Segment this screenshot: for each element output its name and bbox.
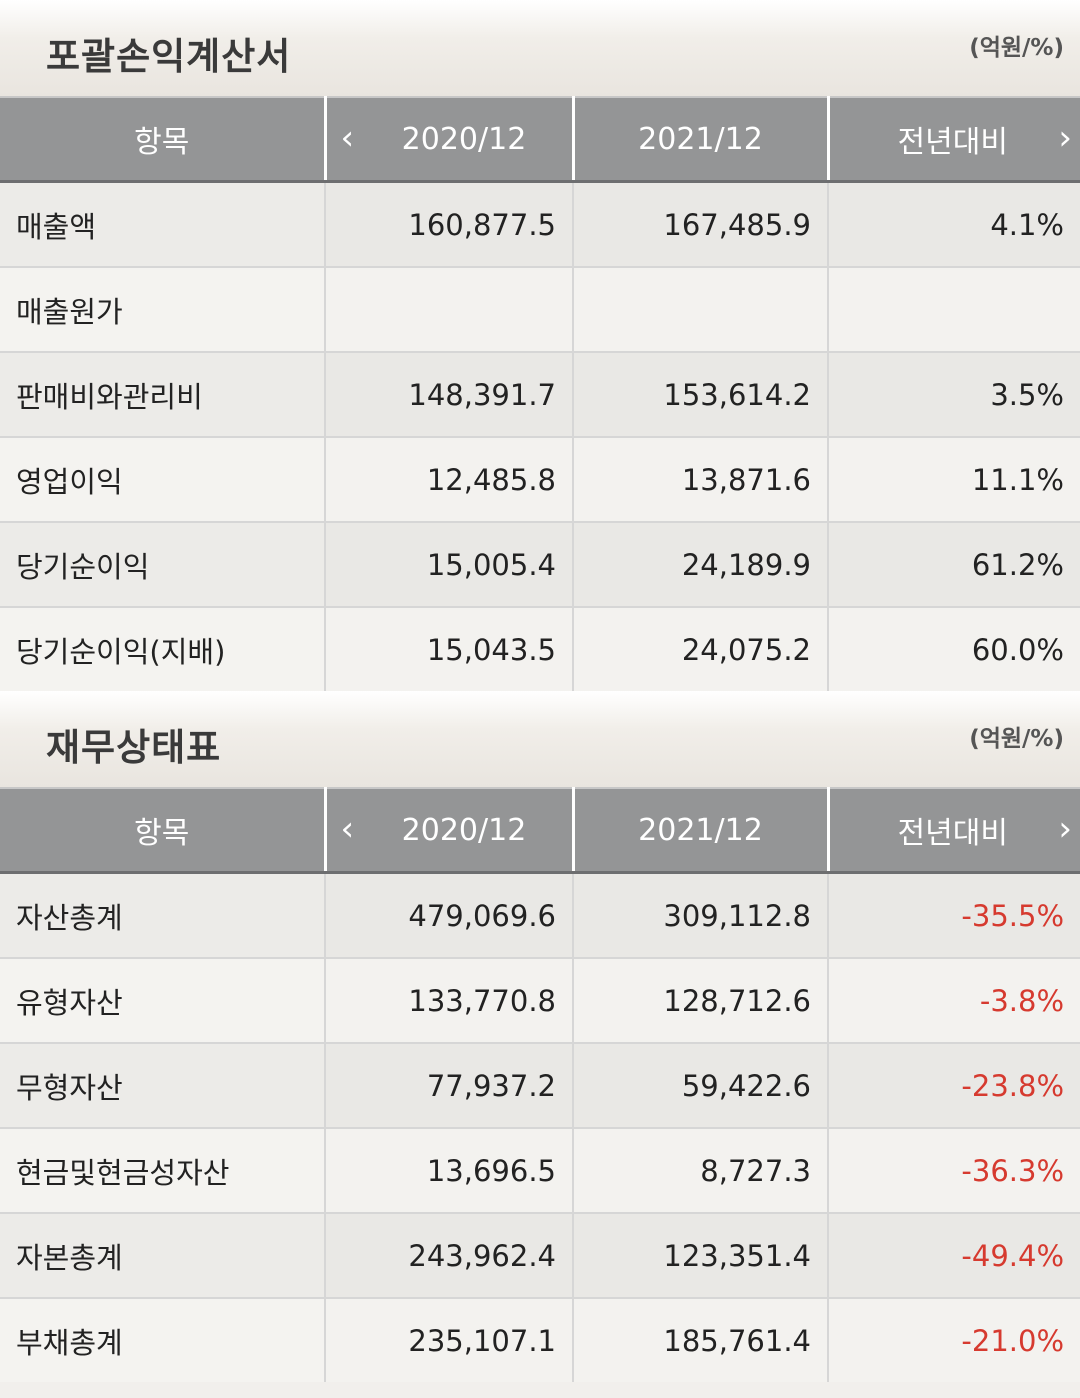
cell-prev-year: 15,005.4 — [324, 521, 573, 607]
cell-yoy-change — [827, 266, 1080, 352]
column-header-prev-year: ‹ 2020/12 — [323, 96, 573, 183]
table-row: 당기순이익 15,005.4 24,189.9 61.2% — [0, 521, 1080, 607]
row-label: 자본총계 — [0, 1212, 325, 1298]
balance-sheet-header: 재무상태표 (억원/%) — [0, 691, 1080, 787]
column-header-item: 항목 — [0, 787, 325, 874]
cell-curr-year: 24,189.9 — [572, 521, 828, 607]
column-header-prev-year: ‹ 2020/12 — [323, 787, 573, 874]
cell-yoy-change: 60.0% — [827, 606, 1080, 691]
table-row: 부채총계 235,107.1 185,761.4 -21.0% — [0, 1297, 1080, 1382]
row-label: 당기순이익(지배) — [0, 606, 325, 691]
table-row: 판매비와관리비 148,391.7 153,614.2 3.5% — [0, 351, 1080, 437]
cell-curr-year: 13,871.6 — [572, 436, 828, 522]
table-row: 매출액 160,877.5 167,485.9 4.1% — [0, 180, 1080, 267]
unit-label: (억원/%) — [969, 35, 1064, 61]
chevron-left-icon[interactable]: ‹ — [340, 118, 355, 159]
row-label: 당기순이익 — [0, 521, 325, 607]
table-row: 현금및현금성자산 13,696.5 8,727.3 -36.3% — [0, 1127, 1080, 1213]
balance-sheet-title: 재무상태표 — [46, 726, 222, 769]
cell-yoy-change: -36.3% — [827, 1127, 1080, 1213]
table-row: 매출원가 — [0, 266, 1080, 352]
table-row: 영업이익 12,485.8 13,871.6 11.1% — [0, 436, 1080, 522]
cell-curr-year: 24,075.2 — [572, 606, 828, 691]
cell-yoy-change: 3.5% — [827, 351, 1080, 437]
chevron-right-icon[interactable]: › — [1058, 118, 1072, 159]
cell-yoy-change: 4.1% — [827, 180, 1080, 267]
cell-prev-year: 235,107.1 — [324, 1297, 573, 1382]
column-header-label: 2020/12 — [401, 121, 527, 157]
cell-prev-year: 133,770.8 — [324, 957, 573, 1043]
cell-curr-year: 123,351.4 — [572, 1212, 828, 1298]
row-label: 판매비와관리비 — [0, 351, 325, 437]
cell-prev-year: 77,937.2 — [324, 1042, 573, 1128]
cell-curr-year: 8,727.3 — [572, 1127, 828, 1213]
cell-prev-year — [324, 266, 573, 352]
cell-prev-year: 15,043.5 — [324, 606, 573, 691]
cell-curr-year: 309,112.8 — [572, 871, 828, 958]
cell-prev-year: 12,485.8 — [324, 436, 573, 522]
column-header-label: 2021/12 — [638, 121, 763, 157]
column-header-label: 전년대비 — [897, 816, 1008, 851]
cell-curr-year: 59,422.6 — [572, 1042, 828, 1128]
table-row: 자산총계 479,069.6 309,112.8 -35.5% — [0, 871, 1080, 958]
income-statement-header: 포괄손익계산서 (억원/%) — [0, 0, 1080, 96]
column-header-yoy: 전년대비 › — [826, 96, 1080, 183]
cell-yoy-change: -3.8% — [827, 957, 1080, 1043]
column-header-curr-year: 2021/12 — [571, 96, 828, 183]
row-label: 매출원가 — [0, 266, 325, 352]
row-label: 영업이익 — [0, 436, 325, 522]
unit-label: (억원/%) — [969, 726, 1064, 752]
balance-sheet-section: 재무상태표 (억원/%) 항목 ‹ 2020/12 2021/12 전년대비 ›… — [0, 691, 1080, 1382]
cell-yoy-change: -49.4% — [827, 1212, 1080, 1298]
column-header-label: 항목 — [134, 125, 190, 160]
column-header-label: 2021/12 — [638, 812, 763, 848]
column-header-item: 항목 — [0, 96, 325, 183]
cell-yoy-change: -35.5% — [827, 871, 1080, 958]
column-header-yoy: 전년대비 › — [826, 787, 1080, 874]
row-label: 유형자산 — [0, 957, 325, 1043]
table-row: 유형자산 133,770.8 128,712.6 -3.8% — [0, 957, 1080, 1043]
table-row: 무형자산 77,937.2 59,422.6 -23.8% — [0, 1042, 1080, 1128]
cell-yoy-change: -23.8% — [827, 1042, 1080, 1128]
cell-prev-year: 13,696.5 — [324, 1127, 573, 1213]
table-row: 당기순이익(지배) 15,043.5 24,075.2 60.0% — [0, 606, 1080, 691]
income-statement-table: 항목 ‹ 2020/12 2021/12 전년대비 › 매출액 160,877.5… — [0, 96, 1080, 691]
cell-curr-year: 185,761.4 — [572, 1297, 828, 1382]
table-header-row: 항목 ‹ 2020/12 2021/12 전년대비 › — [0, 96, 1080, 183]
column-header-label: 2020/12 — [401, 812, 527, 848]
column-header-label: 항목 — [134, 816, 190, 851]
cell-prev-year: 148,391.7 — [324, 351, 573, 437]
table-header-row: 항목 ‹ 2020/12 2021/12 전년대비 › — [0, 787, 1080, 874]
cell-prev-year: 160,877.5 — [324, 180, 573, 267]
row-label: 자산총계 — [0, 871, 325, 958]
chevron-right-icon[interactable]: › — [1058, 809, 1072, 850]
cell-yoy-change: 11.1% — [827, 436, 1080, 522]
balance-sheet-table: 항목 ‹ 2020/12 2021/12 전년대비 › 자산총계 479,069.… — [0, 787, 1080, 1382]
row-label: 현금및현금성자산 — [0, 1127, 325, 1213]
table-row: 자본총계 243,962.4 123,351.4 -49.4% — [0, 1212, 1080, 1298]
income-statement-section: 포괄손익계산서 (억원/%) 항목 ‹ 2020/12 2021/12 전년대비… — [0, 0, 1080, 691]
column-header-curr-year: 2021/12 — [571, 787, 828, 874]
cell-yoy-change: -21.0% — [827, 1297, 1080, 1382]
row-label: 매출액 — [0, 180, 325, 267]
cell-curr-year: 167,485.9 — [572, 180, 828, 267]
cell-curr-year: 153,614.2 — [572, 351, 828, 437]
column-header-label: 전년대비 — [897, 125, 1008, 160]
cell-yoy-change: 61.2% — [827, 521, 1080, 607]
row-label: 부채총계 — [0, 1297, 325, 1382]
row-label: 무형자산 — [0, 1042, 325, 1128]
cell-curr-year — [572, 266, 828, 352]
income-statement-title: 포괄손익계산서 — [46, 35, 292, 78]
cell-prev-year: 479,069.6 — [324, 871, 573, 958]
cell-curr-year: 128,712.6 — [572, 957, 828, 1043]
chevron-left-icon[interactable]: ‹ — [340, 809, 355, 850]
cell-prev-year: 243,962.4 — [324, 1212, 573, 1298]
